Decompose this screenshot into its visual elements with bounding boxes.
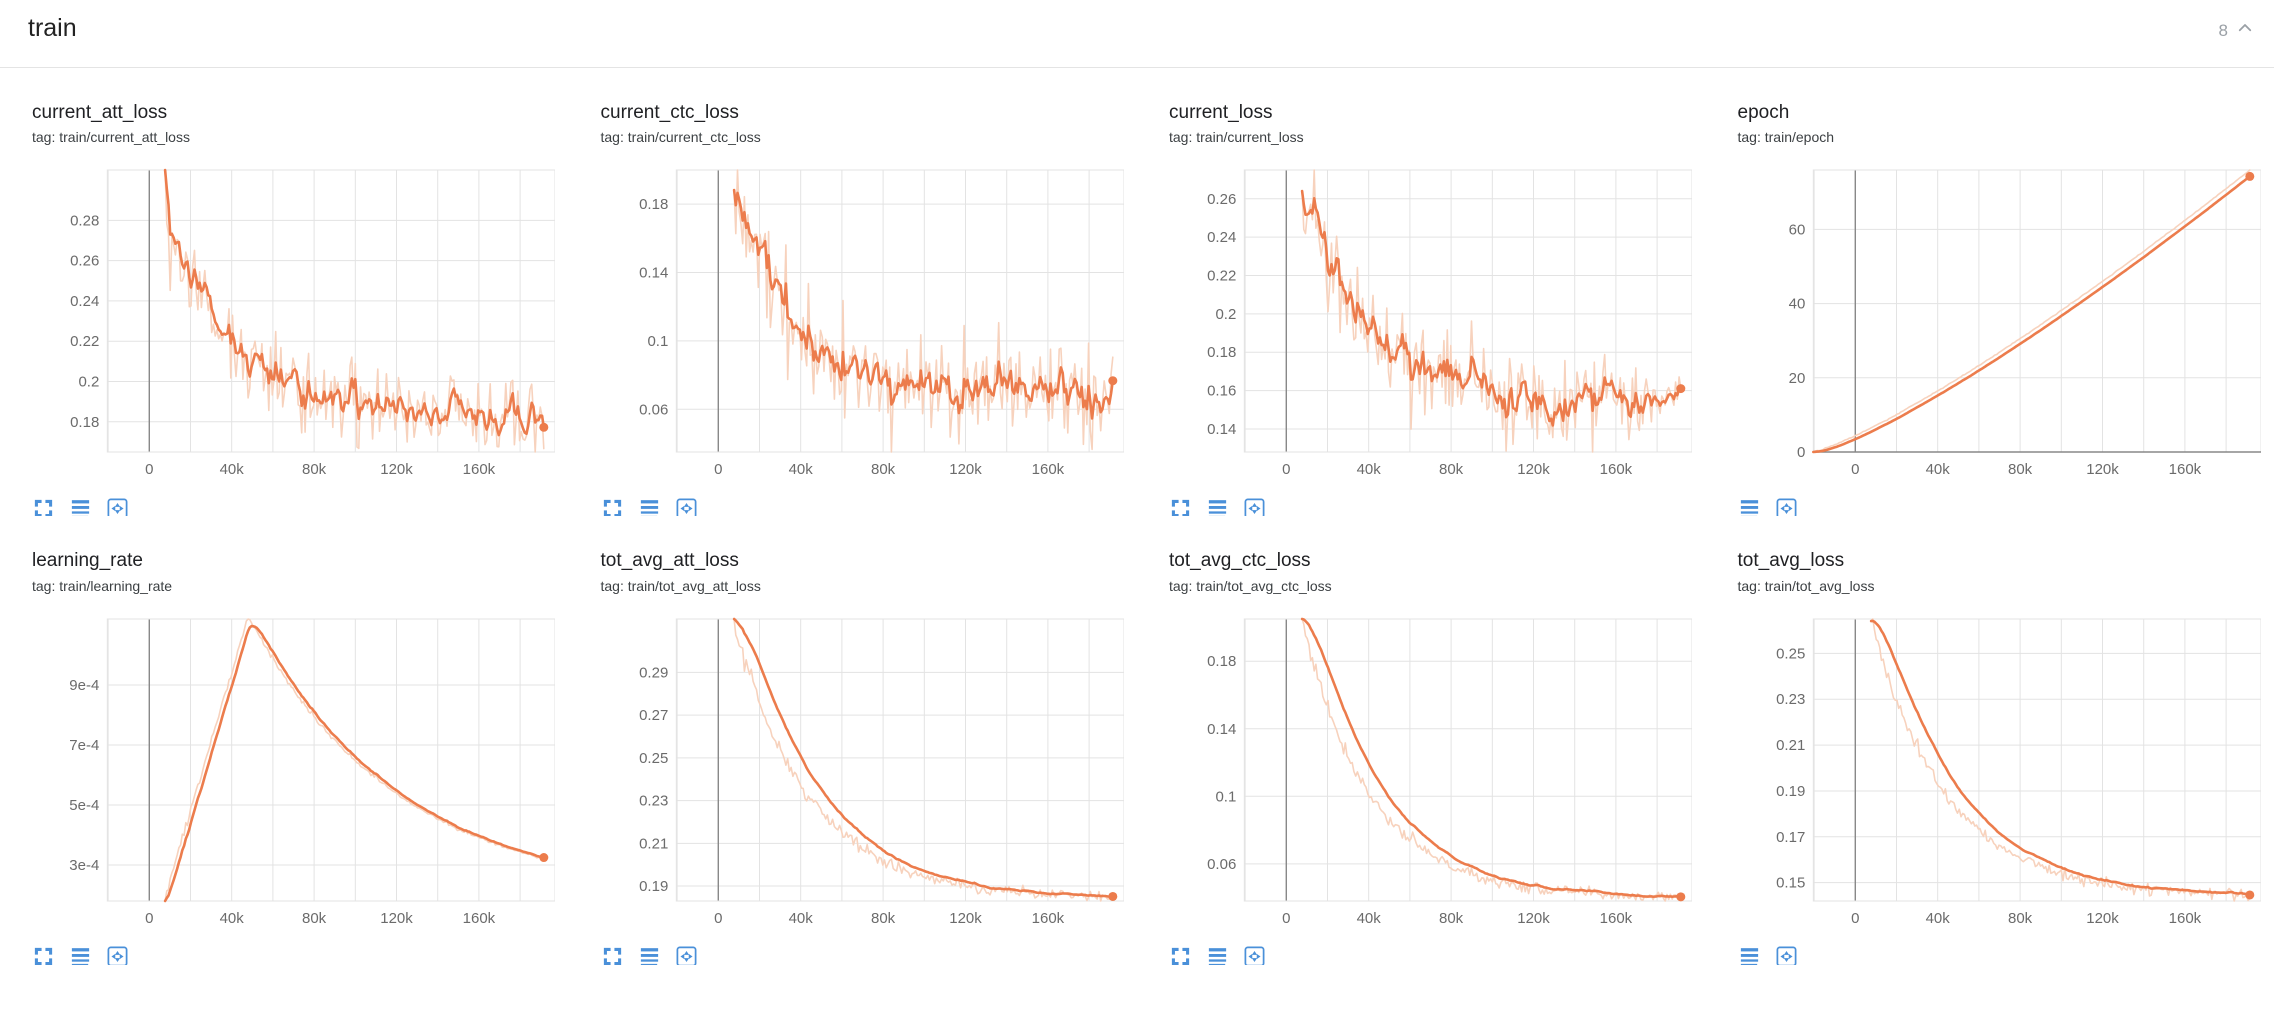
svg-text:0.14: 0.14 — [639, 265, 668, 282]
svg-text:120k: 120k — [380, 910, 413, 927]
svg-text:0.28: 0.28 — [70, 213, 99, 230]
svg-text:80k: 80k — [871, 910, 896, 927]
svg-text:0.29: 0.29 — [639, 664, 668, 681]
svg-text:0: 0 — [714, 910, 722, 927]
svg-text:0.26: 0.26 — [1207, 191, 1236, 208]
svg-text:40k: 40k — [788, 461, 813, 478]
svg-text:160k: 160k — [1031, 910, 1064, 927]
svg-text:0.26: 0.26 — [70, 253, 99, 270]
svg-text:0.24: 0.24 — [70, 293, 99, 310]
svg-text:7e-4: 7e-4 — [69, 737, 99, 754]
svg-text:0.14: 0.14 — [1207, 721, 1236, 738]
svg-text:0.19: 0.19 — [1776, 783, 1805, 800]
svg-text:40k: 40k — [1357, 910, 1382, 927]
svg-text:160k: 160k — [1031, 461, 1064, 478]
svg-text:40k: 40k — [1925, 910, 1950, 927]
svg-text:0: 0 — [145, 461, 153, 478]
svg-text:0.27: 0.27 — [639, 707, 668, 724]
svg-text:0: 0 — [1282, 910, 1290, 927]
svg-text:160k: 160k — [463, 461, 496, 478]
svg-text:80k: 80k — [1439, 910, 1464, 927]
svg-text:0: 0 — [714, 461, 722, 478]
svg-text:0.22: 0.22 — [1207, 268, 1236, 285]
svg-text:0.19: 0.19 — [639, 878, 668, 895]
svg-text:0.18: 0.18 — [70, 414, 99, 431]
svg-text:160k: 160k — [1600, 461, 1633, 478]
svg-text:80k: 80k — [1439, 461, 1464, 478]
svg-text:120k: 120k — [380, 461, 413, 478]
svg-text:40k: 40k — [220, 910, 245, 927]
svg-text:0.06: 0.06 — [1207, 856, 1236, 873]
svg-text:160k: 160k — [463, 910, 496, 927]
svg-text:0.14: 0.14 — [1207, 421, 1236, 438]
svg-text:5e-4: 5e-4 — [69, 797, 99, 814]
svg-text:120k: 120k — [1517, 461, 1550, 478]
svg-text:0.25: 0.25 — [639, 750, 668, 767]
svg-text:3e-4: 3e-4 — [69, 857, 99, 874]
svg-text:40k: 40k — [1925, 461, 1950, 478]
svg-text:160k: 160k — [2168, 910, 2201, 927]
svg-text:0.25: 0.25 — [1776, 645, 1805, 662]
svg-text:80k: 80k — [2008, 461, 2033, 478]
svg-text:40k: 40k — [1357, 461, 1382, 478]
svg-text:80k: 80k — [2008, 910, 2033, 927]
svg-text:0.2: 0.2 — [1215, 306, 1236, 323]
svg-text:0.21: 0.21 — [1776, 737, 1805, 754]
svg-text:0.17: 0.17 — [1776, 829, 1805, 846]
svg-text:0.23: 0.23 — [639, 793, 668, 810]
svg-text:0.1: 0.1 — [647, 333, 668, 350]
svg-text:0: 0 — [1851, 910, 1859, 927]
svg-text:80k: 80k — [302, 461, 327, 478]
svg-text:0.16: 0.16 — [1207, 383, 1236, 400]
svg-text:0.23: 0.23 — [1776, 691, 1805, 708]
svg-text:120k: 120k — [1517, 910, 1550, 927]
svg-text:0.2: 0.2 — [78, 374, 99, 391]
svg-text:40k: 40k — [788, 910, 813, 927]
svg-text:0.1: 0.1 — [1215, 788, 1236, 805]
svg-text:120k: 120k — [2086, 461, 2119, 478]
svg-text:80k: 80k — [302, 910, 327, 927]
svg-text:0: 0 — [1282, 461, 1290, 478]
svg-text:40: 40 — [1788, 296, 1805, 313]
svg-text:0.15: 0.15 — [1776, 875, 1805, 892]
svg-text:80k: 80k — [871, 461, 896, 478]
svg-text:160k: 160k — [1600, 910, 1633, 927]
svg-text:0: 0 — [1796, 444, 1804, 461]
svg-text:0.24: 0.24 — [1207, 230, 1236, 247]
svg-text:0: 0 — [1851, 461, 1859, 478]
svg-text:0: 0 — [145, 910, 153, 927]
svg-text:0.06: 0.06 — [639, 402, 668, 419]
svg-text:40k: 40k — [220, 461, 245, 478]
svg-text:0.22: 0.22 — [70, 334, 99, 351]
svg-text:0.21: 0.21 — [639, 835, 668, 852]
svg-text:120k: 120k — [949, 910, 982, 927]
svg-text:120k: 120k — [949, 461, 982, 478]
svg-text:0.18: 0.18 — [1207, 345, 1236, 362]
svg-text:20: 20 — [1788, 370, 1805, 387]
svg-text:9e-4: 9e-4 — [69, 677, 99, 694]
svg-text:0.18: 0.18 — [1207, 653, 1236, 670]
svg-text:160k: 160k — [2168, 461, 2201, 478]
svg-text:0.18: 0.18 — [639, 197, 668, 214]
svg-text:60: 60 — [1788, 222, 1805, 239]
svg-text:120k: 120k — [2086, 910, 2119, 927]
